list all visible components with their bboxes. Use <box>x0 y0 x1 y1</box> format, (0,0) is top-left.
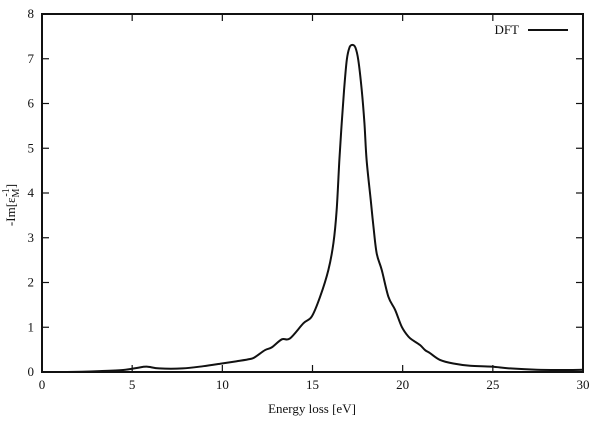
x-tick-label: 20 <box>396 377 409 392</box>
y-tick-label: 6 <box>28 96 35 111</box>
x-tick-label: 5 <box>129 377 136 392</box>
series-line-dft <box>41 43 584 374</box>
x-tick-label: 30 <box>577 377 590 392</box>
y-tick-label: 7 <box>28 51 35 66</box>
y-tick-label: 5 <box>28 140 35 155</box>
y-tick-label: 2 <box>28 275 35 290</box>
plot-frame <box>41 13 584 373</box>
y-tick-label: 1 <box>28 319 35 334</box>
x-tick-label: 0 <box>39 377 46 392</box>
tick-labels: 0 5 10 15 20 25 30 0 1 2 3 4 5 6 7 8 <box>28 6 590 392</box>
y-tick-label: 4 <box>28 185 35 200</box>
y-tick-label: 8 <box>28 6 35 21</box>
legend: DFT <box>494 22 568 37</box>
x-tick-label: 25 <box>486 377 499 392</box>
y-tick-label: 3 <box>28 230 35 245</box>
x-tick-label: 10 <box>216 377 229 392</box>
x-axis-title: Energy loss [eV] <box>268 401 356 416</box>
y-tick-label: 0 <box>28 364 35 379</box>
axis-ticks <box>42 14 583 372</box>
x-tick-label: 15 <box>306 377 319 392</box>
legend-label-dft: DFT <box>494 22 519 37</box>
y-axis-title: -Im[εM-1] <box>1 184 22 226</box>
